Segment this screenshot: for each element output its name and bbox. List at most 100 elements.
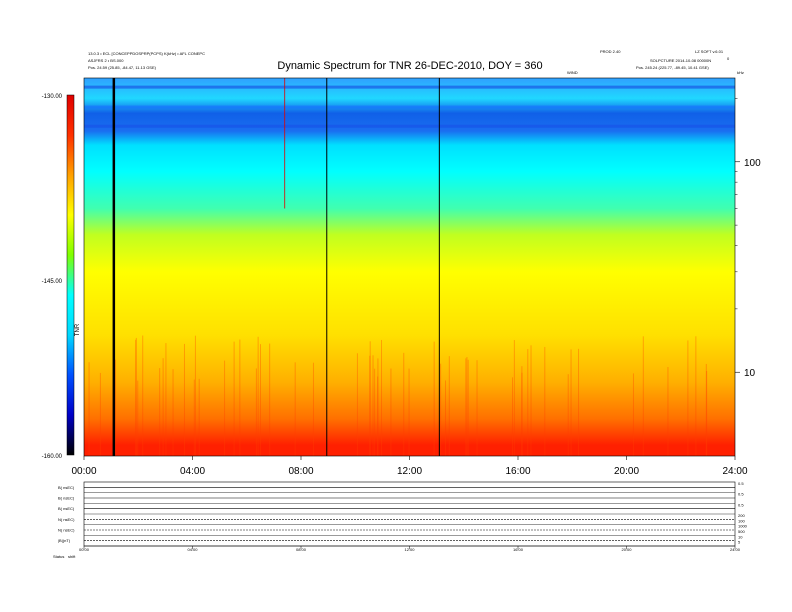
spectral-streak: [224, 360, 226, 456]
spectral-streak: [115, 359, 117, 456]
spectral-streak: [172, 369, 174, 456]
spectral-streak: [193, 379, 195, 456]
spectral-streak: [88, 362, 90, 456]
panel-right-tick: 0.5: [738, 492, 744, 497]
spectral-streak: [706, 371, 708, 456]
x-tick-label: 04:00: [180, 466, 205, 477]
panel-label: N( nsEC): [58, 517, 75, 522]
spectral-streak: [294, 362, 296, 456]
spectral-streak: [183, 343, 185, 456]
header-right-top-left: PROD 2.40: [600, 49, 621, 54]
spectral-streak: [465, 358, 467, 456]
spectral-streak: [369, 355, 371, 456]
spectral-streak: [403, 352, 405, 456]
spectral-streak: [369, 341, 371, 456]
spectral-streak: [255, 368, 257, 456]
spectrogram-plot: [83, 77, 736, 457]
spectral-band-stripe: [84, 85, 735, 89]
spectral-streak: [667, 367, 669, 456]
spectral-streak: [165, 343, 167, 456]
spectral-streak: [466, 356, 468, 456]
spectral-streak: [445, 380, 447, 456]
panel-label: B( nsEC): [58, 485, 75, 490]
panel-x-tick-label: 16:00: [513, 547, 524, 552]
spectral-streak: [448, 356, 450, 456]
spectral-streak: [511, 377, 513, 456]
spectral-streak: [142, 335, 144, 456]
spectral-streak: [527, 349, 529, 456]
x-axis: 00:00 04:00 08:00 12:00 16:00 20:00 24:00: [71, 456, 748, 477]
spectral-streak: [642, 336, 644, 456]
panel-right-tick: 1000: [738, 524, 748, 529]
spectral-streak: [408, 368, 410, 456]
footer-label: Status: [53, 554, 64, 559]
header-right-line2: SOLPCTURE 2014-10-08 00000N: [650, 58, 711, 63]
colorbar-label: TNR: [75, 323, 81, 336]
panel-x-tick-label: 00:00: [79, 547, 90, 552]
x-tick-label: 08:00: [288, 466, 313, 477]
spectral-streak: [377, 376, 379, 456]
panel-x-tick-label: 12:00: [404, 547, 415, 552]
panel-right-tick: 500: [738, 529, 745, 534]
chart-title: Dynamic Spectrum for TNR 26-DEC-2010, DO…: [277, 60, 542, 72]
spectral-streak: [521, 366, 523, 456]
colorbar-tick-top: -130.00: [42, 94, 63, 100]
spectral-streak: [198, 378, 200, 456]
x-tick-label: 20:00: [614, 466, 639, 477]
panel-right-tick: 200: [738, 513, 745, 518]
spectral-streak: [390, 368, 392, 456]
spectral-streak: [194, 335, 196, 456]
panel-right-tick: 0.5: [738, 481, 744, 486]
spectral-streak: [159, 368, 161, 456]
panel-right-tick: 0.5: [738, 502, 744, 507]
spectral-streak: [137, 380, 139, 456]
panel-label: B( nsEC): [58, 496, 75, 501]
spectral-streak: [356, 353, 358, 456]
spectral-streak: [259, 344, 261, 456]
panel-right-tick: 5: [738, 540, 741, 545]
panel-right-tick: 100: [738, 518, 745, 523]
panel-label: |B|(nT): [58, 538, 71, 543]
colorbar: [66, 94, 75, 456]
spectral-streak: [440, 363, 442, 456]
panel-x-tick-label: 20:00: [621, 547, 632, 552]
spectral-streak: [162, 358, 164, 456]
panel-x-tick-label: 08:00: [296, 547, 307, 552]
spectral-streak: [381, 339, 383, 456]
spectral-streak: [233, 341, 235, 456]
spectral-streak: [99, 372, 101, 456]
x-tick-label: 00:00: [71, 466, 96, 477]
spectral-streak: [433, 341, 435, 456]
spectral-band-stripe: [84, 124, 735, 128]
spectral-streak: [239, 339, 241, 456]
spectral-streak: [135, 337, 137, 456]
spectral-band-stripe: [84, 105, 735, 109]
colorbar-tick-mid: -145.00: [42, 279, 63, 285]
spectral-streak: [135, 339, 137, 456]
parameter-panels: B( nsEC) 0.5 B( nsEC) 0.5 B( nsEC) 0.5 N( nsEC…: [58, 481, 748, 547]
spectral-streak: [372, 355, 374, 456]
spectrogram-features: [84, 85, 735, 456]
panel-label: B( nsEC): [58, 506, 75, 511]
x-tick-label: 16:00: [505, 466, 530, 477]
spectral-streak: [567, 374, 569, 456]
spectral-streak: [695, 336, 697, 456]
header-right-line3: Pos. 245.24 (225.77, -89.45, 10.41 GSE): [636, 65, 709, 70]
spectral-streak: [467, 359, 469, 456]
header-right-top-right: LZ SOFT v.6.01: [695, 49, 724, 54]
x-tick-label: 24:00: [722, 466, 747, 477]
spectral-streak: [687, 340, 689, 456]
spectral-streak: [544, 346, 546, 456]
spectrogram-vertical-lines: [112, 78, 440, 456]
panel-x-tick-label: 04:00: [187, 547, 198, 552]
spectral-streak: [521, 372, 523, 456]
spectral-streak: [269, 343, 271, 456]
spectral-streak: [476, 360, 478, 456]
spectral-streak: [570, 349, 572, 456]
footer-value: shift: [68, 554, 76, 559]
spectrogram-background: [84, 78, 735, 456]
colorbar-tick-bottom: -160.00: [42, 454, 63, 460]
header-left-line3: Pos. 24.59 (25.85, -84.47, 11.13 GSE): [88, 65, 157, 70]
spectral-streak: [377, 358, 379, 456]
